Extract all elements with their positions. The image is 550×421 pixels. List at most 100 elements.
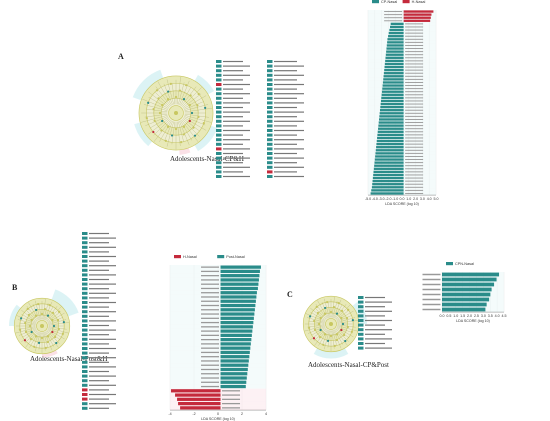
panel-a-tick-label: -1.0 xyxy=(392,197,398,201)
panel-b-branch xyxy=(38,332,42,350)
panel-b-node xyxy=(44,346,47,349)
panel-c-bar-label xyxy=(422,298,441,301)
panel-c-branch xyxy=(336,327,354,338)
panel-c-bar-label xyxy=(422,288,441,291)
panel-b-legend-swatch xyxy=(82,356,88,360)
panel-a-bar xyxy=(381,96,404,100)
panel-b-legend-label xyxy=(89,288,109,290)
panel-b-legend-label xyxy=(89,274,116,276)
panel-a-legend-swatch xyxy=(216,124,222,128)
panel-a-bar-label xyxy=(405,118,424,120)
panel-a-bar-label xyxy=(405,26,424,28)
panel-b-bar xyxy=(220,299,256,303)
panel-a-node xyxy=(192,126,195,129)
panel-b-legend-label xyxy=(89,278,109,281)
panel-c-node xyxy=(345,317,349,320)
panel-b-node xyxy=(53,335,57,339)
panel-c-node xyxy=(315,305,318,309)
panel-c-legend-label xyxy=(365,324,385,326)
panel-a-bar-label xyxy=(405,159,424,161)
panel-c-tick-label: 1.0 xyxy=(453,314,458,318)
panel-c-branch xyxy=(311,327,326,336)
panel-a-legend-label: H-Nasal xyxy=(412,0,426,4)
panel-a-bar-label xyxy=(405,149,424,151)
panel-a-branch xyxy=(181,86,197,107)
panel-a-bar xyxy=(373,173,404,177)
panel-a-legend-label xyxy=(274,74,304,76)
panel-a-bar xyxy=(379,115,404,118)
panel-b-legend-label xyxy=(89,366,116,368)
panel-a-branch xyxy=(166,121,174,147)
panel-b-node xyxy=(20,317,23,320)
panel-a-bar-label xyxy=(405,85,424,87)
panel-b-legend-swatch xyxy=(82,268,88,272)
panel-a-legend-swatch xyxy=(267,147,273,151)
panel-a-bar-label xyxy=(405,103,424,105)
panel-a-bar-label xyxy=(405,189,424,191)
panel-b-node xyxy=(40,312,44,316)
panel-b-branch xyxy=(21,313,37,323)
panel-a-bar xyxy=(370,192,404,195)
panel-c-x-axis-label: LDA SCORE (log 10) xyxy=(456,319,490,323)
panel-c-tick-label: 4.5 xyxy=(502,314,507,318)
panel-c-node xyxy=(333,344,336,347)
panel-a-bar-label xyxy=(405,192,424,194)
panel-a-legend-swatch xyxy=(216,96,222,100)
panel-a-node xyxy=(158,111,162,115)
panel-c-node xyxy=(319,328,322,332)
panel-b-bar-label xyxy=(201,373,220,375)
panel-caption-a: Adolescents-Nasal-CP&H xyxy=(170,155,244,163)
panel-b-legend-label xyxy=(89,315,109,317)
panel-a-node xyxy=(170,134,174,137)
panel-b-bar xyxy=(220,278,259,282)
panel-a-branch xyxy=(184,108,213,113)
panel-b-legend-label xyxy=(89,255,116,258)
panel-c-legend-swatch xyxy=(358,332,364,336)
panel-a-bar xyxy=(386,47,404,50)
panel-a-legend-swatch xyxy=(216,60,222,63)
panel-b-branch xyxy=(48,326,67,330)
panel-b-legend-swatch xyxy=(82,236,88,240)
panel-a-bar xyxy=(380,102,404,106)
panel-a-node xyxy=(202,122,205,125)
panel-a-legend-label xyxy=(274,162,297,164)
panel-b-legend-swatch xyxy=(82,379,88,383)
panel-a-bar xyxy=(374,158,404,161)
panel-a-legend-label xyxy=(223,116,243,118)
panel-a-bar xyxy=(388,35,404,38)
panel-b-bar xyxy=(220,308,255,312)
panel-a-legend-label xyxy=(274,148,304,150)
panel-a-bar-label xyxy=(405,48,424,50)
panel-b-legend-swatch xyxy=(82,232,88,235)
panel-c-legend-swatch xyxy=(358,309,364,313)
panel-a-legend-swatch xyxy=(216,83,222,86)
panel-a-legend-label xyxy=(223,166,250,168)
panel-b-branch xyxy=(35,332,41,352)
panel-b-legend-swatch xyxy=(82,291,88,295)
panel-a-bar-label xyxy=(405,128,424,130)
panel-b-node xyxy=(35,308,38,312)
panel-c-legend-label xyxy=(365,306,385,308)
panel-c-branch xyxy=(324,298,330,318)
panel-b-bar xyxy=(220,350,250,355)
panel-c-bar-label xyxy=(422,273,441,276)
panel-b-bar xyxy=(180,406,221,410)
panel-b-bar-label xyxy=(201,300,220,302)
panel-c-branch xyxy=(337,325,358,332)
panel-b-legend-label xyxy=(89,389,109,391)
panel-b-branch xyxy=(48,317,63,324)
panel-b-branch xyxy=(47,311,61,323)
panel-c-legend-swatch xyxy=(358,328,364,332)
panel-a-node xyxy=(169,82,172,85)
panel-a-branch xyxy=(142,98,168,110)
panel-a-node xyxy=(153,119,156,122)
panel-c-node xyxy=(332,306,336,309)
panel-b-tick-label: 4 xyxy=(265,412,267,416)
panel-b-node xyxy=(19,328,22,331)
panel-c-branch xyxy=(337,320,359,324)
panel-a-legend-label xyxy=(274,88,297,90)
panel-a-bar-label xyxy=(405,75,424,77)
panel-b-bar-label xyxy=(201,368,220,371)
panel-a-node xyxy=(166,125,170,128)
panel-b-bar-label xyxy=(201,356,220,358)
